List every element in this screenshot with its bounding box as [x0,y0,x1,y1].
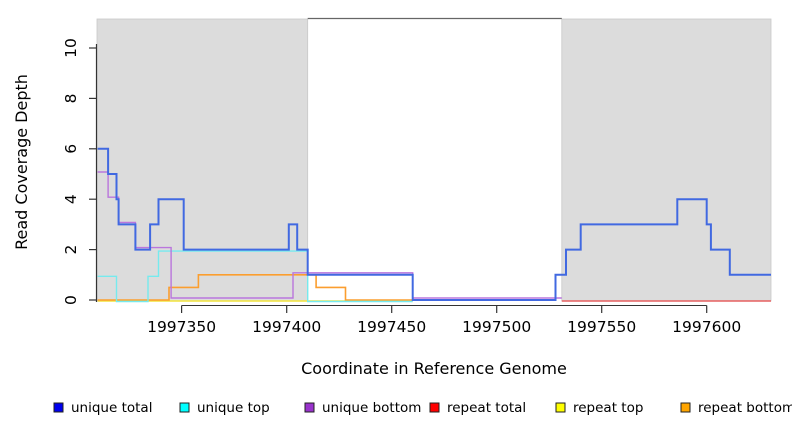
shaded-regions-layer [96,18,772,302]
legend-label: repeat bottom [698,400,792,416]
legend-swatch [555,402,566,413]
y-tick-label: 0 [62,295,80,305]
y-tick-label: 8 [62,93,80,103]
legend-swatch [179,402,190,413]
y-tick-label: 4 [62,194,80,204]
right-repeat-region [561,18,772,302]
x-tick-label: 1997400 [252,318,321,336]
legend-swatch [680,402,691,413]
legend: unique total unique top unique bottom repea… [53,400,792,416]
legend-item-repeat-total: repeat total [429,400,526,416]
series-line-unique-total [97,147,771,301]
legend-item-unique-top: unique top [179,400,270,416]
x-tick-label: 1997500 [462,318,531,336]
y-axis-title: Read Coverage Depth [12,74,31,250]
y-axis-ticks: 0 2 4 6 8 10 [62,38,97,305]
x-axis-ticks: 1997350 1997400 1997450 1997500 1997550 19976… [147,305,741,336]
y-tick-label: 10 [62,38,80,58]
legend-label: unique top [197,400,270,416]
series-line-repeat-bottom [97,274,413,301]
series-line-unique-bottom [97,171,562,299]
legend-item-unique-bottom: unique bottom [304,400,421,416]
left-repeat-region [96,18,309,302]
legend-label: repeat top [573,400,643,416]
x-axis-title: Coordinate in Reference Genome [301,359,567,378]
x-tick-label: 1997450 [357,318,426,336]
legend-label: unique bottom [322,400,421,416]
legend-item-unique-total: unique total [53,400,152,416]
x-tick-label: 1997600 [672,318,741,336]
legend-label: unique total [71,400,152,416]
legend-swatch [53,402,64,413]
x-tick-label: 1997350 [147,318,216,336]
legend-label: repeat total [447,400,526,416]
series-layer [97,147,771,303]
legend-swatch [304,402,315,413]
legend-swatch [429,402,440,413]
legend-item-repeat-bottom: repeat bottom [680,400,792,416]
x-tick-label: 1997550 [567,318,636,336]
series-line-unique-top [97,250,413,303]
legend-item-repeat-top: repeat top [555,400,643,416]
y-tick-label: 2 [62,245,80,255]
y-tick-label: 6 [62,144,80,154]
